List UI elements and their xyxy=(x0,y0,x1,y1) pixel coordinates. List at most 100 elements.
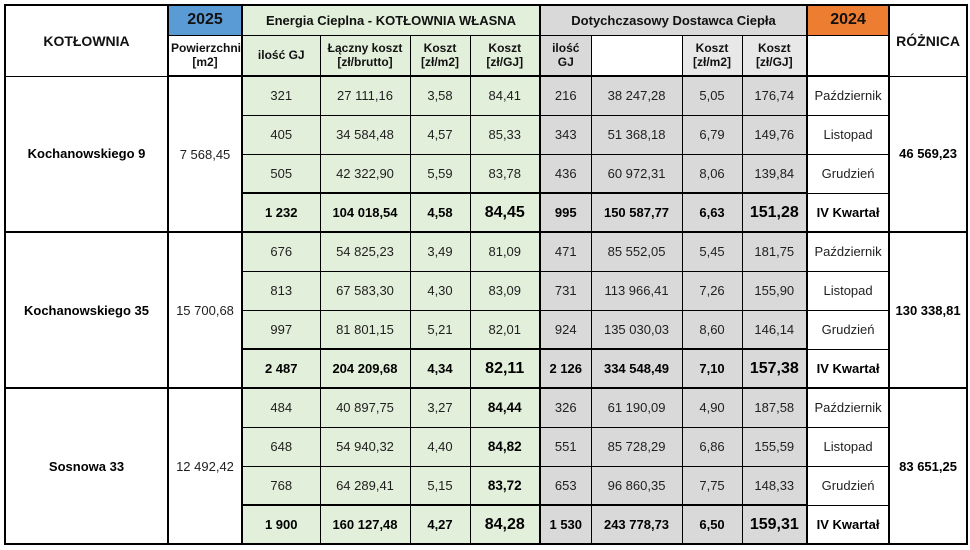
month-row: Sosnowa 33 12 492,42 484 40 897,75 3,27 84,44… xyxy=(4,387,968,545)
difference-value: 46 569,23 xyxy=(888,75,968,233)
own-cost-gj-cell: 84,41 xyxy=(469,75,542,116)
own-cost-gj-cell: 84,28 xyxy=(469,504,542,545)
own-gj-cell: 648 xyxy=(241,426,321,467)
own-total-cost-cell: 34 584,48 xyxy=(319,114,411,155)
month-row: 405 34 584,48 4,57 85,33 343 51 368,18 6,79 149… xyxy=(5,114,967,155)
supplier-cost-gj-cell: 155,90 xyxy=(741,270,809,311)
supplier-cost-m2-cell: 8,06 xyxy=(681,153,743,194)
building-name: Kochanowskiego 35 xyxy=(4,231,169,389)
supplier-gj-cell: 216 xyxy=(539,75,592,116)
supplier-cost-gj-cell: 187,58 xyxy=(741,387,809,428)
own-total-cost-cell: 54 940,32 xyxy=(319,426,411,467)
month-row: 997 81 801,15 5,21 82,01 924 135 030,03 8,60 14… xyxy=(5,309,967,350)
supplier-total-cost-cell: 135 030,03 xyxy=(590,309,683,350)
supplier-cost-m2-cell: 5,45 xyxy=(681,231,743,272)
period-column-header-blank xyxy=(806,34,891,77)
own-col-total-cost-header: Łączny koszt [zł/brutto] xyxy=(319,34,411,77)
own-cost-gj-cell: 83,09 xyxy=(469,270,542,311)
supplier-cost-gj-cell: 139,84 xyxy=(741,153,809,194)
own-gj-cell: 813 xyxy=(241,270,321,311)
area-value: 12 492,42 xyxy=(167,387,243,545)
own-cost-gj-cell: 81,09 xyxy=(469,231,542,272)
own-cost-gj-cell: 85,33 xyxy=(469,114,542,155)
own-total-cost-cell: 204 209,68 xyxy=(319,348,411,389)
supplier-gj-cell: 471 xyxy=(539,231,592,272)
period-label: Grudzień xyxy=(806,465,891,506)
column-header-kotlownia: KOTŁOWNIA xyxy=(4,4,169,77)
supplier-gj-cell: 924 xyxy=(539,309,592,350)
area-value: 15 700,68 xyxy=(167,231,243,389)
supplier-cost-m2-cell: 7,75 xyxy=(681,465,743,506)
supplier-cost-gj-cell: 151,28 xyxy=(741,192,809,233)
supplier-total-cost-cell: 96 860,35 xyxy=(590,465,683,506)
quarter-total-row: 2 487 204 209,68 4,34 82,11 2 126 334 548,49 7… xyxy=(5,348,967,389)
quarter-total-row: 1 900 160 127,48 4,27 84,28 1 530 243 778,73 6… xyxy=(5,504,967,545)
supplier-total-cost-cell: 113 966,41 xyxy=(590,270,683,311)
supplier-total-cost-cell: 38 247,28 xyxy=(590,75,683,116)
own-total-cost-cell: 42 322,90 xyxy=(319,153,411,194)
own-gj-cell: 676 xyxy=(241,231,321,272)
supplier-cost-m2-cell: 5,05 xyxy=(681,75,743,116)
own-cost-m2-cell: 3,58 xyxy=(409,75,471,116)
period-label: Listopad xyxy=(806,426,891,467)
own-gj-cell: 321 xyxy=(241,75,321,116)
supplier-col-cost-m2-header: Koszt [zł/m2] xyxy=(681,34,743,77)
supplier-gj-cell: 995 xyxy=(539,192,592,233)
own-cost-m2-cell: 4,40 xyxy=(409,426,471,467)
own-gj-cell: 1 232 xyxy=(241,192,321,233)
month-row: Kochanowskiego 35 15 700,68 676 54 825,23 3,… xyxy=(4,231,968,389)
supplier-gj-cell: 1 530 xyxy=(539,504,592,545)
own-total-cost-cell: 160 127,48 xyxy=(319,504,411,545)
own-gj-cell: 2 487 xyxy=(241,348,321,389)
own-cost-gj-cell: 83,72 xyxy=(469,465,542,506)
own-gj-cell: 997 xyxy=(241,309,321,350)
own-total-cost-cell: 27 111,16 xyxy=(319,75,411,116)
own-cost-gj-cell: 84,44 xyxy=(469,387,542,428)
own-boiler-section-header: Energia Cieplna - KOTŁOWNIA WŁASNA xyxy=(241,4,542,36)
supplier-cost-gj-cell: 176,74 xyxy=(741,75,809,116)
supplier-total-cost-cell: 60 972,31 xyxy=(590,153,683,194)
supplier-cost-m2-cell: 6,79 xyxy=(681,114,743,155)
year-2025-header: 2025 xyxy=(167,4,243,36)
month-row: 768 64 289,41 5,15 83,72 653 96 860,35 7,75 148… xyxy=(5,465,967,506)
own-col-cost-m2-header: Koszt [zł/m2] xyxy=(409,34,471,77)
own-cost-m2-cell: 4,30 xyxy=(409,270,471,311)
supplier-gj-cell: 326 xyxy=(539,387,592,428)
own-cost-m2-cell: 4,58 xyxy=(409,192,471,233)
period-label: Październik xyxy=(806,75,891,116)
own-gj-cell: 505 xyxy=(241,153,321,194)
supplier-cost-m2-cell: 6,50 xyxy=(681,504,743,545)
supplier-total-cost-cell: 150 587,77 xyxy=(590,192,683,233)
supplier-gj-cell: 551 xyxy=(539,426,592,467)
month-row: 505 42 322,90 5,59 83,78 436 60 972,31 8,06 139… xyxy=(5,153,967,194)
own-col-cost-gj-header: Koszt [zł/GJ] xyxy=(469,34,542,77)
own-cost-m2-cell: 5,15 xyxy=(409,465,471,506)
period-label: IV Kwartał xyxy=(806,348,891,389)
supplier-cost-m2-cell: 6,86 xyxy=(681,426,743,467)
area-value: 7 568,45 xyxy=(167,75,243,233)
month-row: 813 67 583,30 4,30 83,09 731 113 966,41 7,26 15… xyxy=(5,270,967,311)
supplier-cost-m2-cell: 4,90 xyxy=(681,387,743,428)
own-cost-gj-cell: 82,01 xyxy=(469,309,542,350)
difference-value: 83 651,25 xyxy=(888,387,968,545)
own-total-cost-cell: 67 583,30 xyxy=(319,270,411,311)
own-cost-gj-cell: 84,82 xyxy=(469,426,542,467)
column-header-roznica: RÓŻNICA xyxy=(888,4,968,77)
supplier-total-cost-cell: 85 728,29 xyxy=(590,426,683,467)
own-gj-cell: 1 900 xyxy=(241,504,321,545)
building-name: Kochanowskiego 9 xyxy=(4,75,169,233)
own-cost-m2-cell: 5,21 xyxy=(409,309,471,350)
supplier-total-cost-cell: 51 368,18 xyxy=(590,114,683,155)
supplier-cost-gj-cell: 148,33 xyxy=(741,465,809,506)
own-col-gj-header: ilość GJ xyxy=(241,34,321,77)
supplier-cost-gj-cell: 149,76 xyxy=(741,114,809,155)
supplier-gj-cell: 731 xyxy=(539,270,592,311)
supplier-total-cost-cell: 334 548,49 xyxy=(590,348,683,389)
own-cost-m2-cell: 4,57 xyxy=(409,114,471,155)
building-name: Sosnowa 33 xyxy=(4,387,169,545)
own-gj-cell: 484 xyxy=(241,387,321,428)
own-gj-cell: 768 xyxy=(241,465,321,506)
period-label: IV Kwartał xyxy=(806,504,891,545)
quarter-total-row: 1 232 104 018,54 4,58 84,45 995 150 587,77 6,6… xyxy=(5,192,967,233)
